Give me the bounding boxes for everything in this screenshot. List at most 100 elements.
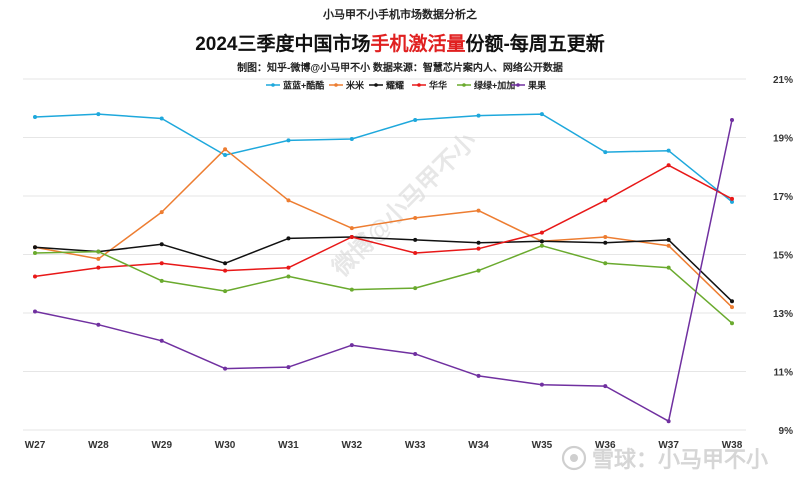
data-point bbox=[730, 199, 734, 204]
data-point bbox=[476, 208, 481, 213]
data-point bbox=[539, 230, 544, 235]
data-point bbox=[33, 245, 37, 250]
data-point bbox=[603, 384, 608, 389]
data-point bbox=[730, 321, 734, 326]
legend-label: 米米 bbox=[345, 80, 365, 91]
x-tick-label: W37 bbox=[658, 440, 679, 451]
y-tick-label: 17% bbox=[773, 192, 793, 203]
legend-swatch-marker bbox=[462, 83, 466, 87]
data-point bbox=[666, 163, 671, 168]
y-tick-label: 19% bbox=[773, 134, 793, 145]
data-point bbox=[730, 196, 734, 201]
data-point bbox=[96, 256, 101, 261]
legend-label: 耀耀 bbox=[386, 80, 404, 91]
x-tick-label: W33 bbox=[405, 440, 426, 451]
x-tick-label: W30 bbox=[215, 440, 236, 451]
series-4 bbox=[33, 163, 734, 279]
title-highlight: 手机激活量 bbox=[370, 32, 465, 55]
data-point bbox=[286, 236, 291, 241]
series-line bbox=[34, 244, 733, 324]
data-point bbox=[413, 351, 418, 356]
data-point bbox=[730, 299, 734, 304]
data-point bbox=[476, 240, 481, 245]
data-point bbox=[476, 268, 481, 273]
legend-item: 蓝蓝+酷酷 bbox=[266, 80, 324, 91]
data-point bbox=[413, 237, 418, 242]
header-top-line: 小马甲不小手机市场数据分析之 bbox=[322, 7, 477, 21]
data-point bbox=[96, 112, 101, 117]
data-point bbox=[603, 150, 608, 155]
series-line bbox=[34, 164, 733, 278]
data-point bbox=[349, 234, 354, 239]
data-point bbox=[413, 215, 418, 220]
legend-label: 果果 bbox=[527, 81, 547, 91]
x-tick-label: W28 bbox=[88, 440, 109, 451]
legend-swatch-marker bbox=[374, 83, 378, 87]
data-point bbox=[666, 237, 671, 242]
data-point bbox=[286, 265, 291, 270]
y-tick-label: 13% bbox=[773, 309, 793, 320]
chart-title: 2024三季度中国市场手机激活量份额-每周五更新 bbox=[195, 32, 605, 55]
data-point bbox=[666, 419, 671, 424]
data-point bbox=[476, 246, 481, 251]
legend-item: 绿绿+加加 bbox=[457, 80, 515, 91]
watermark-text: 雪球：小马甲不小 bbox=[592, 447, 768, 472]
data-point bbox=[96, 249, 101, 254]
legend: 蓝蓝+酷酷 米米 耀耀 华华 绿绿+加加 果果 bbox=[266, 80, 547, 91]
series-line bbox=[34, 119, 733, 422]
data-point bbox=[539, 239, 544, 244]
legend-swatch-marker bbox=[271, 83, 275, 87]
data-point bbox=[223, 268, 228, 273]
data-point bbox=[159, 261, 164, 266]
title-suffix: 份额-每周五更新 bbox=[465, 32, 604, 55]
legend-item: 华华 bbox=[412, 80, 447, 91]
data-point bbox=[286, 365, 291, 370]
data-point bbox=[159, 116, 164, 121]
data-point bbox=[96, 265, 101, 270]
data-point bbox=[730, 117, 734, 122]
legend-label: 蓝蓝+酷酷 bbox=[283, 80, 324, 91]
series-1 bbox=[33, 112, 734, 204]
y-tick-label: 15% bbox=[773, 251, 793, 262]
series-line bbox=[34, 113, 733, 203]
x-tick-label: W31 bbox=[278, 440, 299, 451]
y-tick-label: 21% bbox=[773, 75, 793, 86]
y-tick-label: 9% bbox=[779, 426, 794, 437]
data-point bbox=[223, 153, 228, 158]
series-6 bbox=[33, 117, 734, 424]
data-point bbox=[413, 251, 418, 256]
data-point bbox=[33, 274, 37, 279]
data-point bbox=[349, 136, 354, 141]
x-tick-label: W32 bbox=[342, 440, 363, 451]
legend-label: 绿绿+加加 bbox=[474, 80, 515, 91]
data-point bbox=[539, 243, 544, 248]
legend-item: 米米 bbox=[329, 80, 365, 91]
x-tick-label: W35 bbox=[532, 440, 553, 451]
snowball-logo-icon bbox=[561, 445, 587, 471]
gridlines bbox=[23, 78, 746, 431]
y-tick-label: 11% bbox=[774, 368, 794, 379]
data-point bbox=[603, 261, 608, 266]
data-point bbox=[539, 382, 544, 387]
x-axis-ticks: W27 W28 W29 W30 W31 W32 W33 W34 W35 W36 W37 W38 bbox=[25, 440, 743, 451]
x-tick-label: W38 bbox=[722, 440, 743, 451]
data-point bbox=[223, 289, 228, 294]
legend-item: 果果 bbox=[511, 81, 547, 91]
bottom-right-watermark: 雪球：小马甲不小 bbox=[561, 445, 768, 472]
y-axis-ticks: 9% 11% 13% 15% 17% 19% 21% bbox=[773, 75, 793, 437]
data-point bbox=[159, 210, 164, 215]
legend-swatch-marker bbox=[417, 83, 421, 87]
series-5 bbox=[33, 243, 734, 326]
data-point bbox=[666, 265, 671, 270]
diagonal-watermark: 微博@小马甲不小 bbox=[326, 127, 482, 283]
x-tick-label: W27 bbox=[25, 440, 46, 451]
data-point bbox=[603, 234, 608, 239]
data-point bbox=[666, 243, 671, 248]
data-point bbox=[349, 287, 354, 292]
legend-item: 耀耀 bbox=[369, 80, 404, 91]
data-point bbox=[159, 278, 164, 283]
data-point bbox=[33, 309, 37, 314]
x-tick-label: W29 bbox=[151, 440, 172, 451]
